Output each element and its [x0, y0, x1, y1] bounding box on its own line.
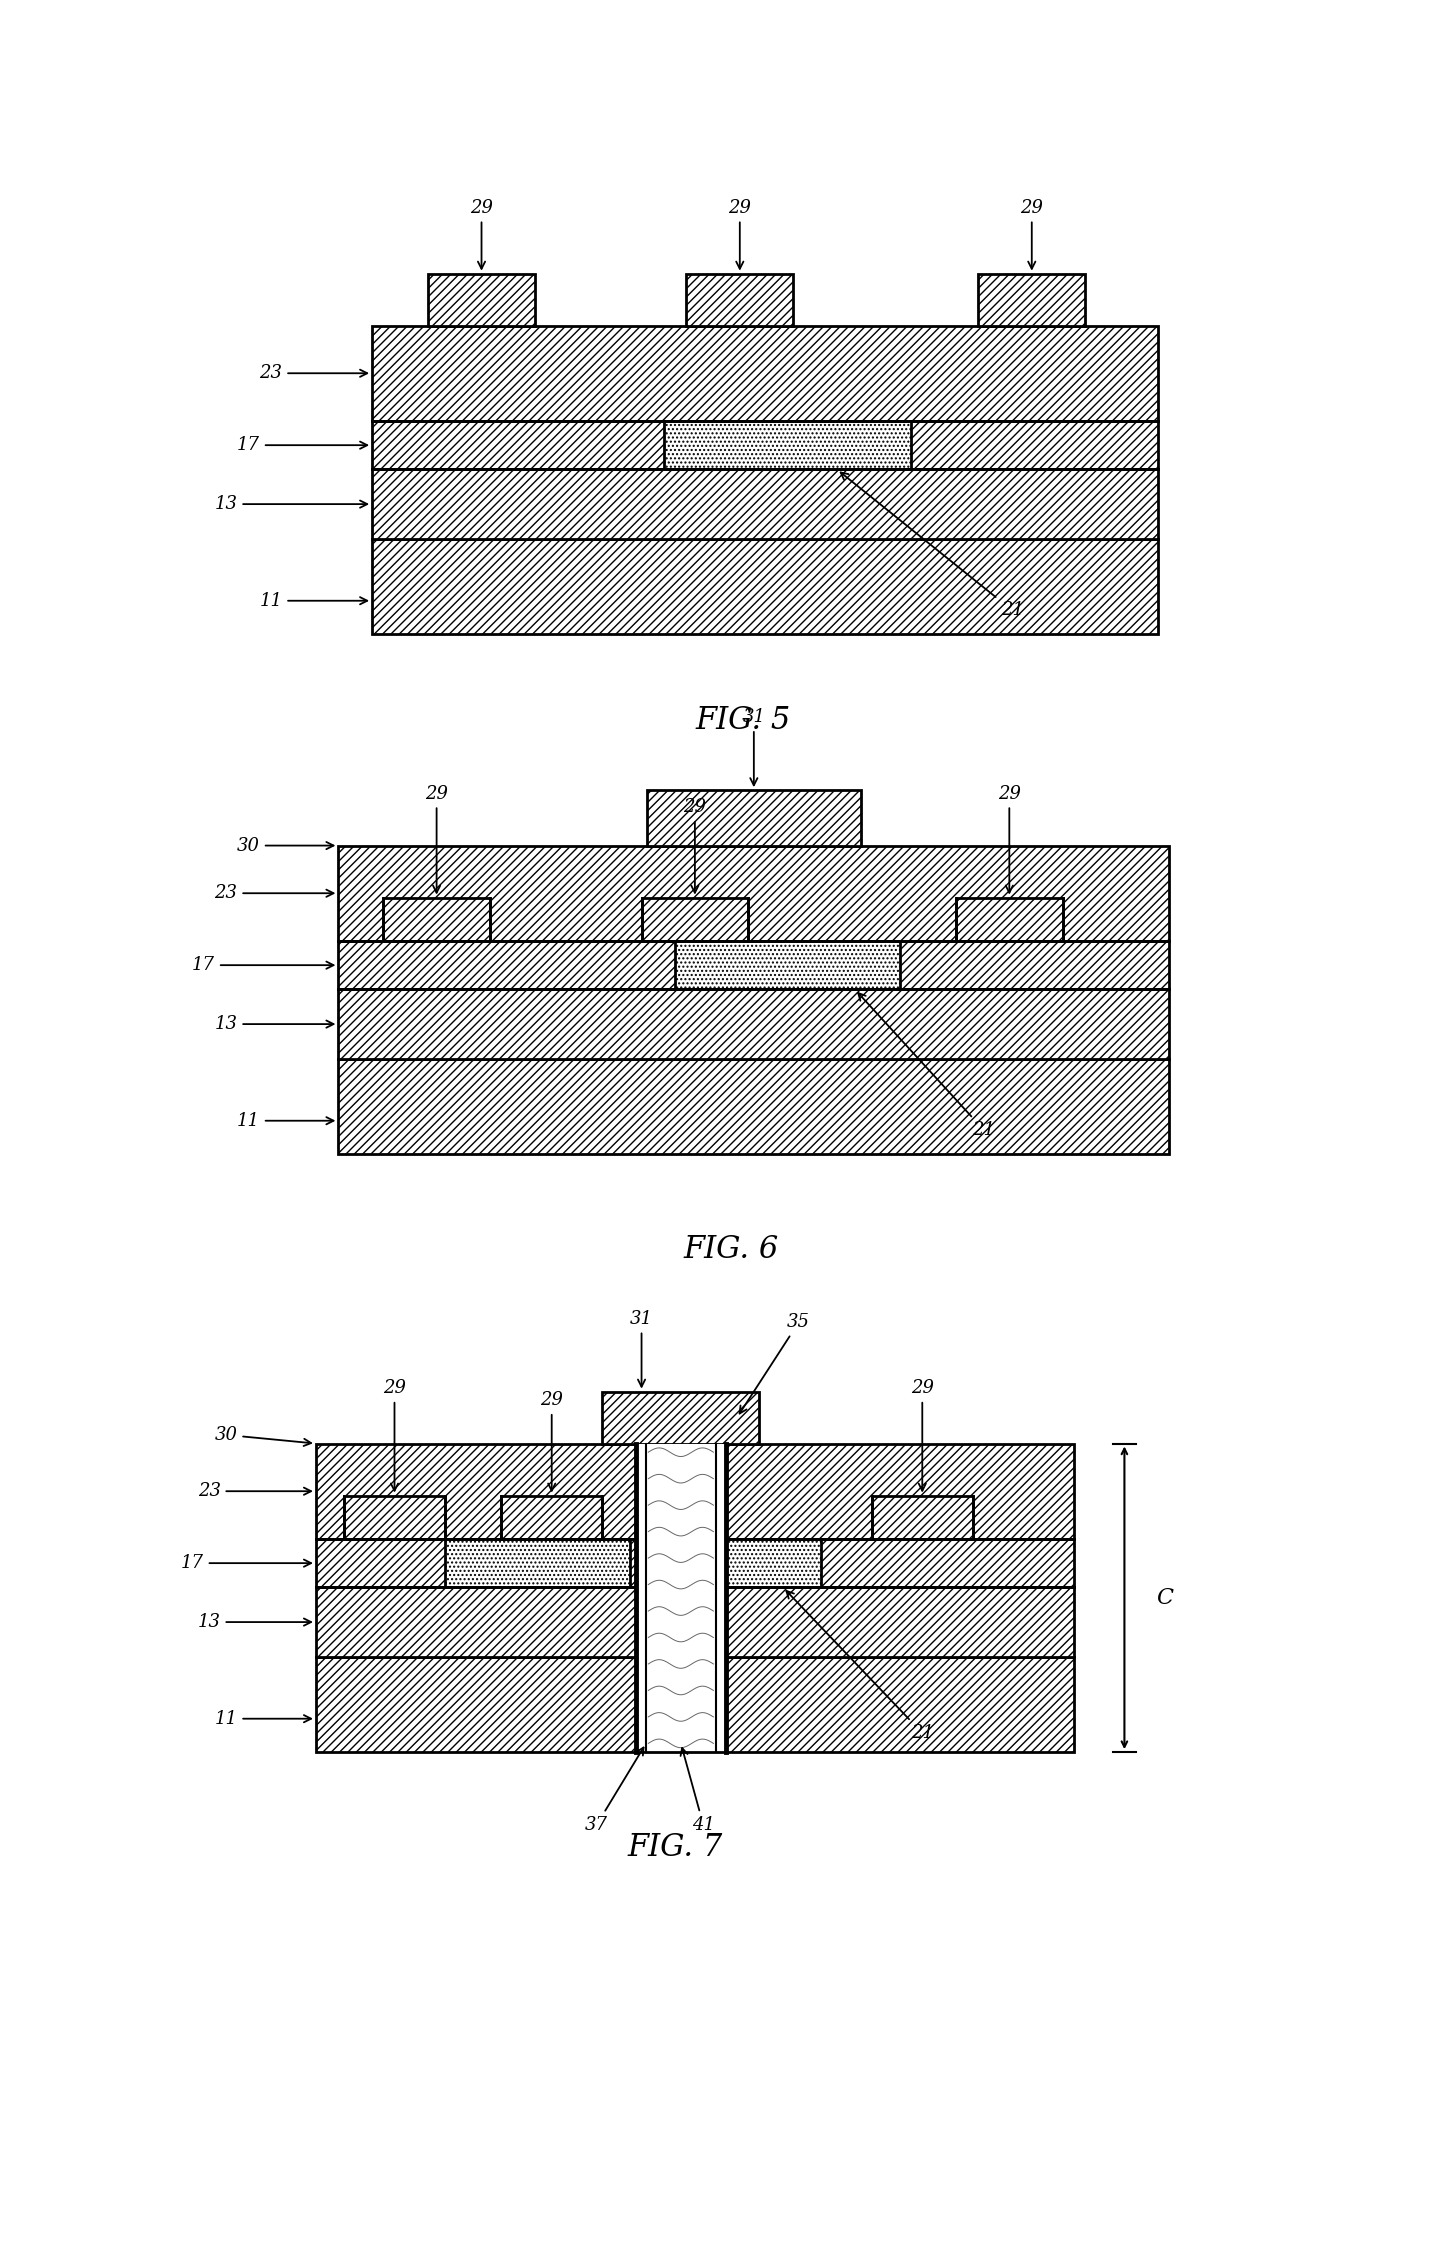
Bar — [642, 898, 748, 941]
Bar — [316, 1540, 636, 1587]
Bar — [664, 421, 911, 470]
Text: 29: 29 — [469, 198, 493, 268]
Text: 17: 17 — [238, 437, 367, 455]
Text: 29: 29 — [425, 786, 448, 894]
Text: 29: 29 — [998, 786, 1020, 894]
Bar — [687, 275, 793, 326]
Text: 11: 11 — [238, 1112, 333, 1130]
Text: FIG. 6: FIG. 6 — [684, 1234, 780, 1265]
Text: 13: 13 — [214, 1015, 333, 1033]
Bar — [675, 941, 900, 990]
Text: 13: 13 — [197, 1614, 312, 1632]
Text: 29: 29 — [1020, 198, 1043, 268]
Bar — [501, 1495, 603, 1540]
Text: 23: 23 — [259, 365, 367, 383]
Bar — [343, 1495, 445, 1540]
Bar — [603, 1391, 759, 1443]
Bar — [339, 1058, 1169, 1155]
Text: 17: 17 — [193, 957, 333, 975]
Text: 13: 13 — [214, 495, 367, 513]
Bar — [726, 1587, 1074, 1657]
Bar — [726, 1540, 822, 1587]
Bar — [372, 421, 1158, 470]
Bar — [339, 941, 1169, 990]
Bar — [372, 470, 1158, 538]
Text: 41: 41 — [681, 1749, 714, 1835]
Bar — [343, 1495, 445, 1540]
Bar — [316, 1587, 636, 1657]
Bar — [339, 990, 1169, 1058]
Bar — [383, 898, 490, 941]
Bar — [956, 898, 1062, 941]
Bar — [501, 1495, 603, 1540]
Text: 11: 11 — [259, 592, 367, 610]
Text: 35: 35 — [739, 1312, 810, 1414]
Text: 21: 21 — [787, 1591, 933, 1742]
Bar — [872, 1495, 972, 1540]
Text: 30: 30 — [238, 837, 333, 855]
Bar — [372, 326, 1158, 421]
Text: C: C — [1156, 1587, 1172, 1609]
Text: 29: 29 — [911, 1380, 933, 1490]
Text: 29: 29 — [383, 1380, 406, 1490]
Bar — [978, 275, 1085, 326]
Bar — [383, 898, 490, 941]
Text: 31: 31 — [630, 1310, 653, 1387]
Text: FIG. 7: FIG. 7 — [627, 1832, 723, 1864]
Bar — [956, 898, 1062, 941]
Bar — [726, 1657, 1074, 1751]
Bar — [339, 846, 1169, 941]
Text: 29: 29 — [684, 799, 706, 894]
Text: 11: 11 — [214, 1711, 312, 1729]
Bar — [648, 790, 861, 846]
Text: 37: 37 — [585, 1747, 643, 1835]
Text: 23: 23 — [214, 885, 333, 903]
Text: 29: 29 — [729, 198, 751, 268]
Text: 23: 23 — [197, 1481, 312, 1499]
Bar — [726, 1443, 1074, 1540]
Bar — [642, 898, 748, 941]
Bar — [872, 1495, 972, 1540]
Text: 21: 21 — [858, 993, 995, 1139]
Bar — [636, 1443, 726, 1751]
Text: 29: 29 — [540, 1391, 564, 1490]
Bar — [429, 275, 535, 326]
Text: FIG. 5: FIG. 5 — [696, 705, 790, 736]
Text: 17: 17 — [181, 1553, 312, 1571]
Bar — [316, 1443, 636, 1540]
Text: 21: 21 — [840, 473, 1023, 619]
Bar — [372, 538, 1158, 635]
Bar — [316, 1657, 636, 1751]
Text: 30: 30 — [214, 1425, 312, 1445]
Bar — [726, 1540, 1074, 1587]
Bar — [445, 1540, 630, 1587]
Text: 31: 31 — [742, 709, 765, 786]
